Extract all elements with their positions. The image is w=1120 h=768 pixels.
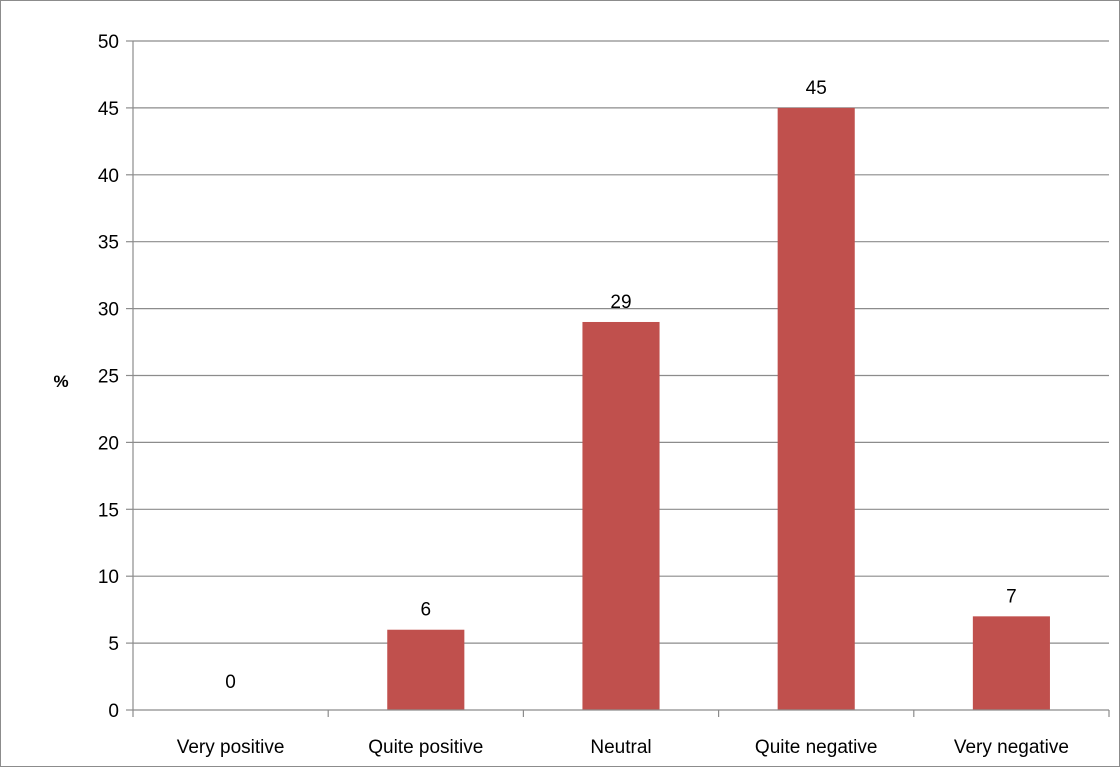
bar xyxy=(972,616,1050,710)
data-label: 6 xyxy=(421,600,432,621)
bar xyxy=(387,629,465,710)
y-tick-label: 5 xyxy=(108,634,119,655)
data-label: 45 xyxy=(806,78,827,99)
y-tick-label: 50 xyxy=(98,32,119,53)
bar xyxy=(777,107,855,710)
data-label: 0 xyxy=(225,672,236,693)
y-tick-label: 0 xyxy=(108,701,119,722)
y-tick-label: 15 xyxy=(98,500,119,521)
x-tick-label: Quite positive xyxy=(368,737,483,758)
y-tick-label: 40 xyxy=(98,166,119,187)
y-tick-label: 20 xyxy=(98,433,119,454)
x-tick-label: Very positive xyxy=(177,737,285,758)
axes xyxy=(126,40,1110,717)
y-tick-label: 25 xyxy=(98,367,119,388)
data-label: 29 xyxy=(610,292,631,313)
bar xyxy=(582,321,660,710)
data-label: 7 xyxy=(1006,586,1017,607)
y-tick-label: 30 xyxy=(98,300,119,321)
y-tick-label: 35 xyxy=(98,233,119,254)
bars xyxy=(387,107,1050,710)
x-tick-label: Very negative xyxy=(954,737,1069,758)
y-axis-label: % xyxy=(53,372,68,391)
y-tick-label: 10 xyxy=(98,567,119,588)
x-tick-label: Neutral xyxy=(590,737,651,758)
labels: 0 5 10 15 20 25 30 35 40 45 50 0 Very positive 6 Quite… xyxy=(98,32,1069,758)
x-tick-label: Quite negative xyxy=(755,737,878,758)
y-tick-label: 45 xyxy=(98,99,119,120)
